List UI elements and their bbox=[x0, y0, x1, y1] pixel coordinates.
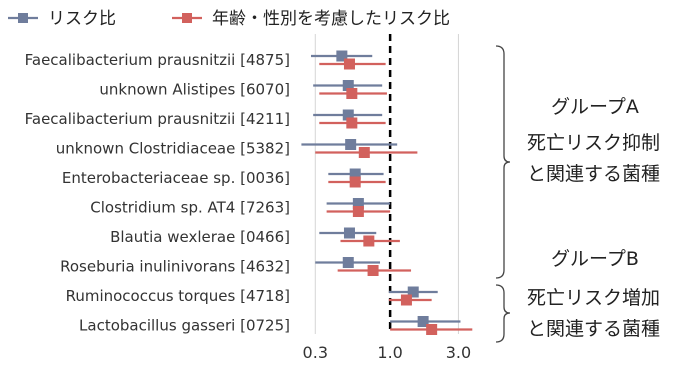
group-b-bracket bbox=[495, 284, 511, 343]
point-s0-8 bbox=[407, 286, 419, 298]
row-label-0: Faecalibacterium prausnitzii [4875] bbox=[25, 51, 290, 69]
x-tick-label-1: 1.0 bbox=[377, 343, 402, 362]
row-label-7: Roseburia inulinivorans [4632] bbox=[60, 258, 290, 276]
point-s1-7 bbox=[367, 265, 379, 276]
row-label-4: Enterobacteriaceae sp. [0036] bbox=[62, 169, 290, 187]
point-s0-2 bbox=[342, 109, 354, 121]
legend: リスク比 年齢・性別を考慮したリスク比 bbox=[8, 9, 450, 29]
point-s1-4 bbox=[349, 176, 361, 188]
x-tick-label-2: 3.0 bbox=[446, 343, 471, 362]
point-s1-5 bbox=[352, 206, 364, 217]
grid bbox=[314, 34, 459, 334]
point-s0-7 bbox=[342, 257, 354, 268]
point-s0-9 bbox=[417, 316, 429, 327]
point-s0-6 bbox=[343, 227, 355, 239]
point-s1-3 bbox=[358, 147, 370, 158]
group-a-bracket bbox=[495, 45, 511, 279]
point-s1-6 bbox=[363, 235, 375, 247]
x-axis-ticks: 0.3 1.0 3.0 bbox=[303, 343, 472, 362]
group-b-line-1: 死亡リスク増加 bbox=[527, 287, 660, 309]
row-label-9: Lactobacillus gasseri [0725] bbox=[79, 317, 290, 335]
point-s1-2 bbox=[346, 117, 358, 129]
point-s1-0 bbox=[343, 58, 355, 70]
group-b-title: グループB bbox=[551, 248, 639, 270]
row-label-2: Faecalibacterium prausnitzii [4211] bbox=[25, 110, 290, 128]
row-labels: Faecalibacterium prausnitzii [4875] unkno… bbox=[25, 51, 290, 335]
x-tick-label-0: 0.3 bbox=[303, 343, 328, 362]
group-a-line-1: 死亡リスク抑制 bbox=[527, 132, 660, 154]
legend-swatch-1 bbox=[182, 13, 192, 23]
point-s0-3 bbox=[345, 139, 357, 150]
point-s0-4 bbox=[349, 168, 361, 180]
row-label-5: Clostridium sp. AT4 [7263] bbox=[90, 199, 290, 217]
point-s1-9 bbox=[426, 324, 438, 335]
row-label-6: Blautia wexlerae [0466] bbox=[110, 228, 290, 246]
row-label-8: Ruminococcus torques [4718] bbox=[66, 287, 290, 305]
row-label-3: unknown Clostridiaceae [5382] bbox=[56, 140, 290, 158]
legend-label-0: リスク比 bbox=[48, 9, 116, 29]
row-label-1: unknown Alistipes [6070] bbox=[99, 81, 290, 99]
group-b-line-2: と関連する菌種 bbox=[527, 318, 660, 340]
point-s0-1 bbox=[342, 80, 354, 91]
marks bbox=[301, 50, 473, 335]
group-a-line-2: と関連する菌種 bbox=[527, 163, 660, 185]
group-a-title: グループA bbox=[551, 96, 639, 118]
legend-swatch-0 bbox=[18, 13, 28, 23]
point-s0-5 bbox=[352, 198, 364, 209]
point-s1-8 bbox=[400, 294, 412, 306]
point-s1-1 bbox=[346, 88, 358, 99]
legend-label-1: 年齢・性別を考慮したリスク比 bbox=[212, 9, 450, 29]
point-s0-0 bbox=[336, 50, 348, 62]
